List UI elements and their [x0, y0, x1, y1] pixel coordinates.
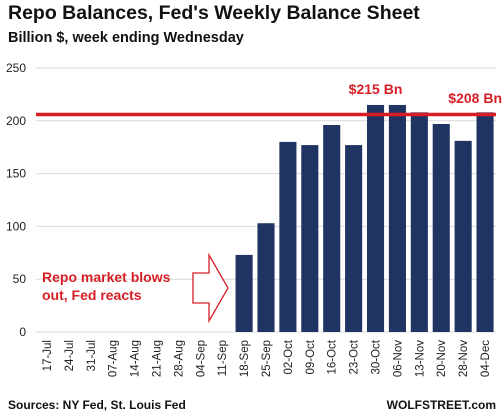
x-tick-label: 28-Nov: [458, 340, 470, 377]
x-axis-tick-labels: 17-Jul 24-Jul 31-Jul 07-Aug 14-Aug 21-Aug 28-A…: [42, 339, 492, 377]
bar: [345, 145, 363, 332]
x-tick-label: 28-Aug: [173, 340, 185, 377]
bar: [279, 141, 297, 332]
x-tick-label: 04-Dec: [480, 340, 492, 377]
x-tick-label: 20-Nov: [436, 340, 448, 377]
y-tick-label: 100: [6, 219, 26, 233]
x-tick-label: 17-Jul: [42, 340, 54, 371]
x-tick-label: 25-Sep: [261, 340, 273, 377]
x-tick-label: 23-Oct: [349, 339, 361, 374]
event-annotation-line2: out, Fed reacts: [42, 287, 142, 303]
x-tick-label: 13-Nov: [414, 340, 426, 377]
last-value-label: $208 Bn: [448, 90, 502, 106]
x-tick-label: 09-Oct: [305, 339, 317, 374]
chart-subtitle: Billion $, week ending Wednesday: [8, 30, 244, 46]
x-tick-label: 24-Jul: [64, 340, 76, 371]
x-tick-label: 07-Aug: [108, 340, 120, 377]
x-tick-label: 02-Oct: [283, 339, 295, 374]
y-tick-label: 200: [6, 114, 26, 128]
x-tick-label: 21-Aug: [151, 340, 163, 377]
bar: [388, 104, 406, 333]
x-tick-label: 31-Jul: [86, 340, 98, 371]
x-tick-label: 18-Sep: [239, 340, 251, 377]
chart-title: Repo Balances, Fed's Weekly Balance Shee…: [8, 2, 420, 24]
bar: [410, 112, 428, 333]
source-note: Sources: NY Fed, St. Louis Fed: [8, 398, 186, 412]
bar: [476, 112, 494, 333]
x-tick-label: 06-Nov: [392, 340, 404, 377]
y-tick-label: 50: [13, 272, 27, 286]
y-tick-label: 0: [19, 325, 26, 339]
x-tick-label: 14-Aug: [130, 340, 142, 377]
x-tick-label: 04-Sep: [195, 340, 207, 377]
event-annotation-line1: Repo market blows: [42, 269, 171, 285]
bars: [235, 104, 494, 333]
y-tick-label: 250: [6, 61, 26, 75]
y-axis-tick-labels: 0 50 100 150 200 250: [6, 61, 26, 339]
bar: [323, 125, 341, 332]
x-tick-label: 30-Oct: [371, 339, 383, 374]
right-arrow-icon: [192, 252, 229, 324]
bar: [366, 104, 385, 333]
bar: [257, 223, 275, 332]
bar: [432, 123, 450, 332]
bar: [301, 145, 319, 332]
bar: [235, 254, 253, 332]
peak-value-label: $215 Bn: [349, 81, 403, 97]
bar: [454, 140, 472, 332]
x-tick-label: 11-Sep: [217, 340, 229, 376]
x-tick-label: 16-Oct: [327, 339, 339, 374]
y-tick-label: 150: [6, 167, 26, 181]
brand-label: WOLFSTREET.com: [386, 398, 496, 412]
